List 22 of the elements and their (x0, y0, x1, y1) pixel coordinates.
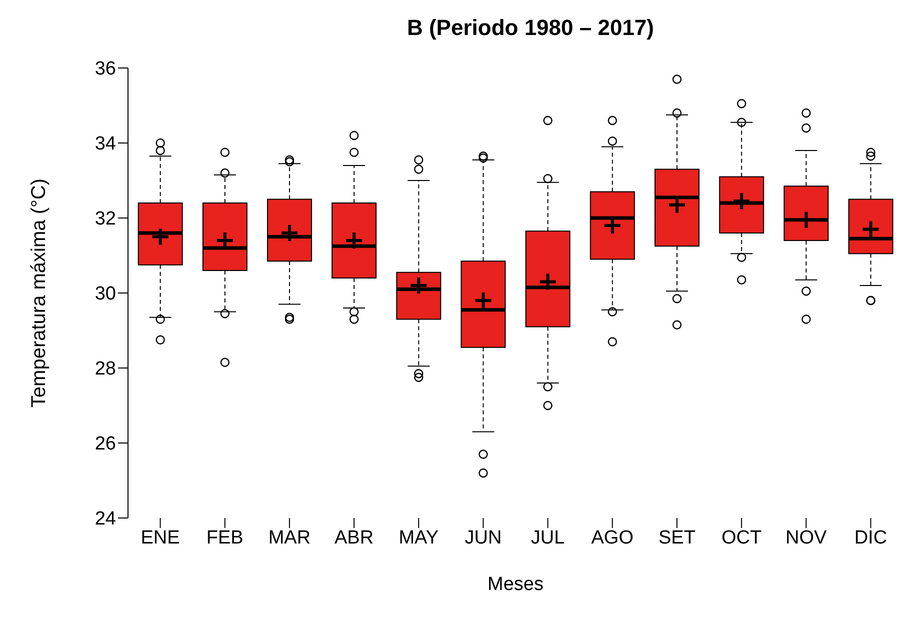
y-tick-label: 24 (94, 508, 116, 530)
x-tick-label: MAR (268, 527, 311, 548)
x-tick-label: MAY (398, 527, 439, 548)
y-tick-label: 30 (94, 284, 116, 305)
x-tick-label: ABR (334, 527, 374, 548)
x-tick-label: NOV (786, 527, 828, 548)
y-tick-label: 34 (94, 134, 116, 155)
y-axis-title: Temperatura máxima (°C) (28, 178, 50, 408)
x-axis-title: Meses (488, 574, 544, 595)
x-tick-label: JUL (530, 527, 565, 548)
x-tick-label: ENE (140, 527, 180, 548)
y-tick-label: 32 (94, 208, 116, 230)
x-tick-label: AGO (591, 527, 634, 548)
x-tick-label: OCT (721, 527, 762, 548)
y-tick-label: 26 (94, 434, 116, 455)
chart-title: B (Periodo 1980 – 2017) (406, 14, 655, 42)
x-tick-label: JUN (464, 527, 502, 548)
x-tick-label: DIC (854, 527, 888, 548)
y-tick-label: 28 (94, 358, 116, 380)
y-tick-label: 36 (94, 58, 116, 80)
x-tick-label: SET (658, 527, 696, 548)
x-tick-label: FEB (206, 527, 244, 548)
